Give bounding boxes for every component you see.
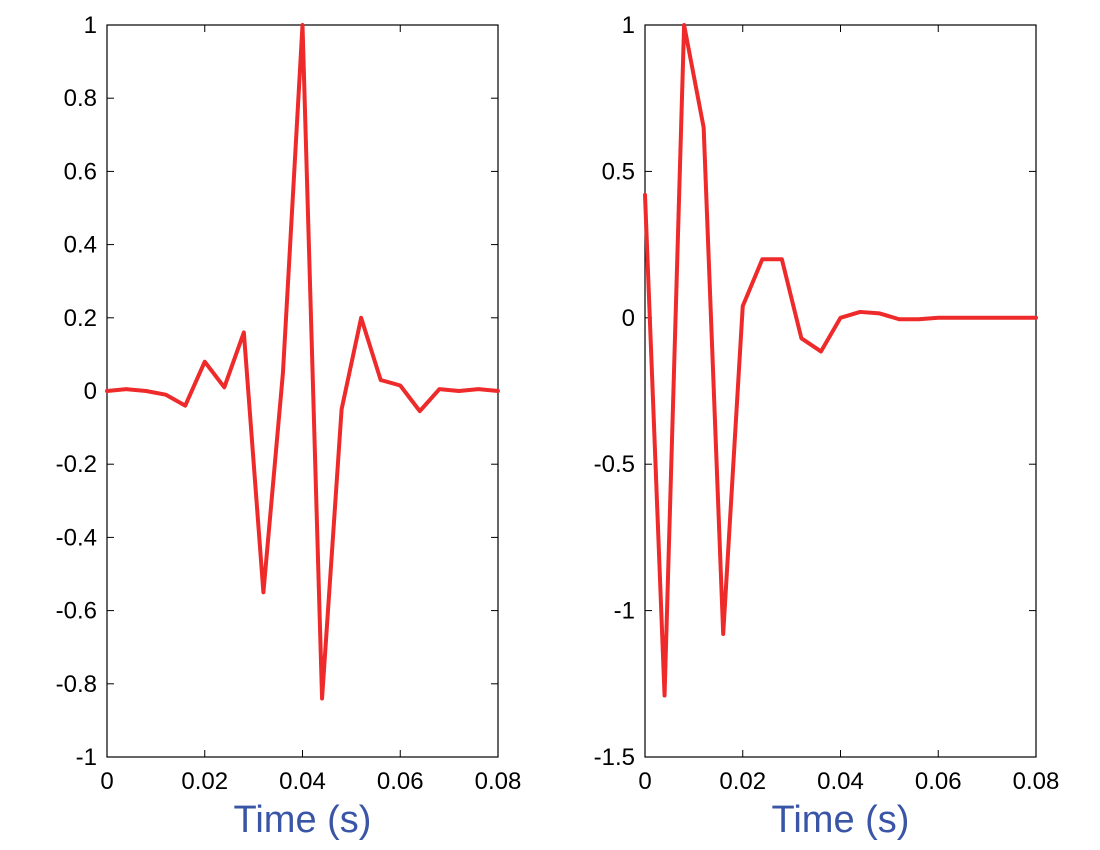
right-axes-box [644, 24, 1037, 758]
right-xtick-label: 0.02 [719, 768, 766, 795]
left-ytick-label: 0.8 [64, 85, 97, 112]
left-xtick-label: 0.04 [279, 768, 326, 795]
right-ytick-label: 0.5 [602, 158, 635, 185]
right-ytick-label: -1 [614, 598, 635, 625]
left-xtick-label: 0 [100, 768, 113, 795]
left-ytick-label: 0.4 [64, 232, 97, 259]
left-ytick-label: 0.2 [64, 305, 97, 332]
right-xtick-label: 0 [638, 768, 651, 795]
right-ytick-label: -0.5 [594, 451, 635, 478]
right-series-line [643, 23, 1038, 698]
left-xtick-label: 0.02 [181, 768, 228, 795]
right-chart-panel: -1.5 -1 -0.5 0 0.5 1 0 0.02 0.04 0.06 0.08 Time (s) [594, 12, 1060, 841]
left-ytick-label: -0.8 [56, 671, 97, 698]
left-series-line [105, 23, 500, 701]
left-ytick-label: -1 [76, 744, 97, 771]
left-ytick-label: -0.4 [56, 524, 97, 551]
left-xtick-label: 0.08 [475, 768, 522, 795]
right-ytick-label: 0 [622, 305, 635, 332]
right-xtick-label: 0.06 [915, 768, 962, 795]
right-ytick-label: -1.5 [594, 744, 635, 771]
left-xaxis-label: Time (s) [234, 799, 372, 841]
right-xaxis-label: Time (s) [772, 799, 910, 841]
left-ytick-label: 0 [84, 378, 97, 405]
left-ytick-label: 0.6 [64, 158, 97, 185]
right-xtick-label: 0.08 [1013, 768, 1060, 795]
right-xtick-label: 0.04 [817, 768, 864, 795]
left-xtick-label: 0.06 [377, 768, 424, 795]
left-axes-box [106, 24, 499, 758]
left-ytick-label: -0.2 [56, 451, 97, 478]
left-ytick-label: 1 [84, 12, 97, 39]
left-chart-panel: -1 -0.8 -0.6 -0.4 -0.2 0 0.2 0.4 0.6 0.8 1 0 0.02 0.0… [56, 12, 522, 841]
right-ytick-label: 1 [622, 12, 635, 39]
left-ytick-label: -0.6 [56, 598, 97, 625]
